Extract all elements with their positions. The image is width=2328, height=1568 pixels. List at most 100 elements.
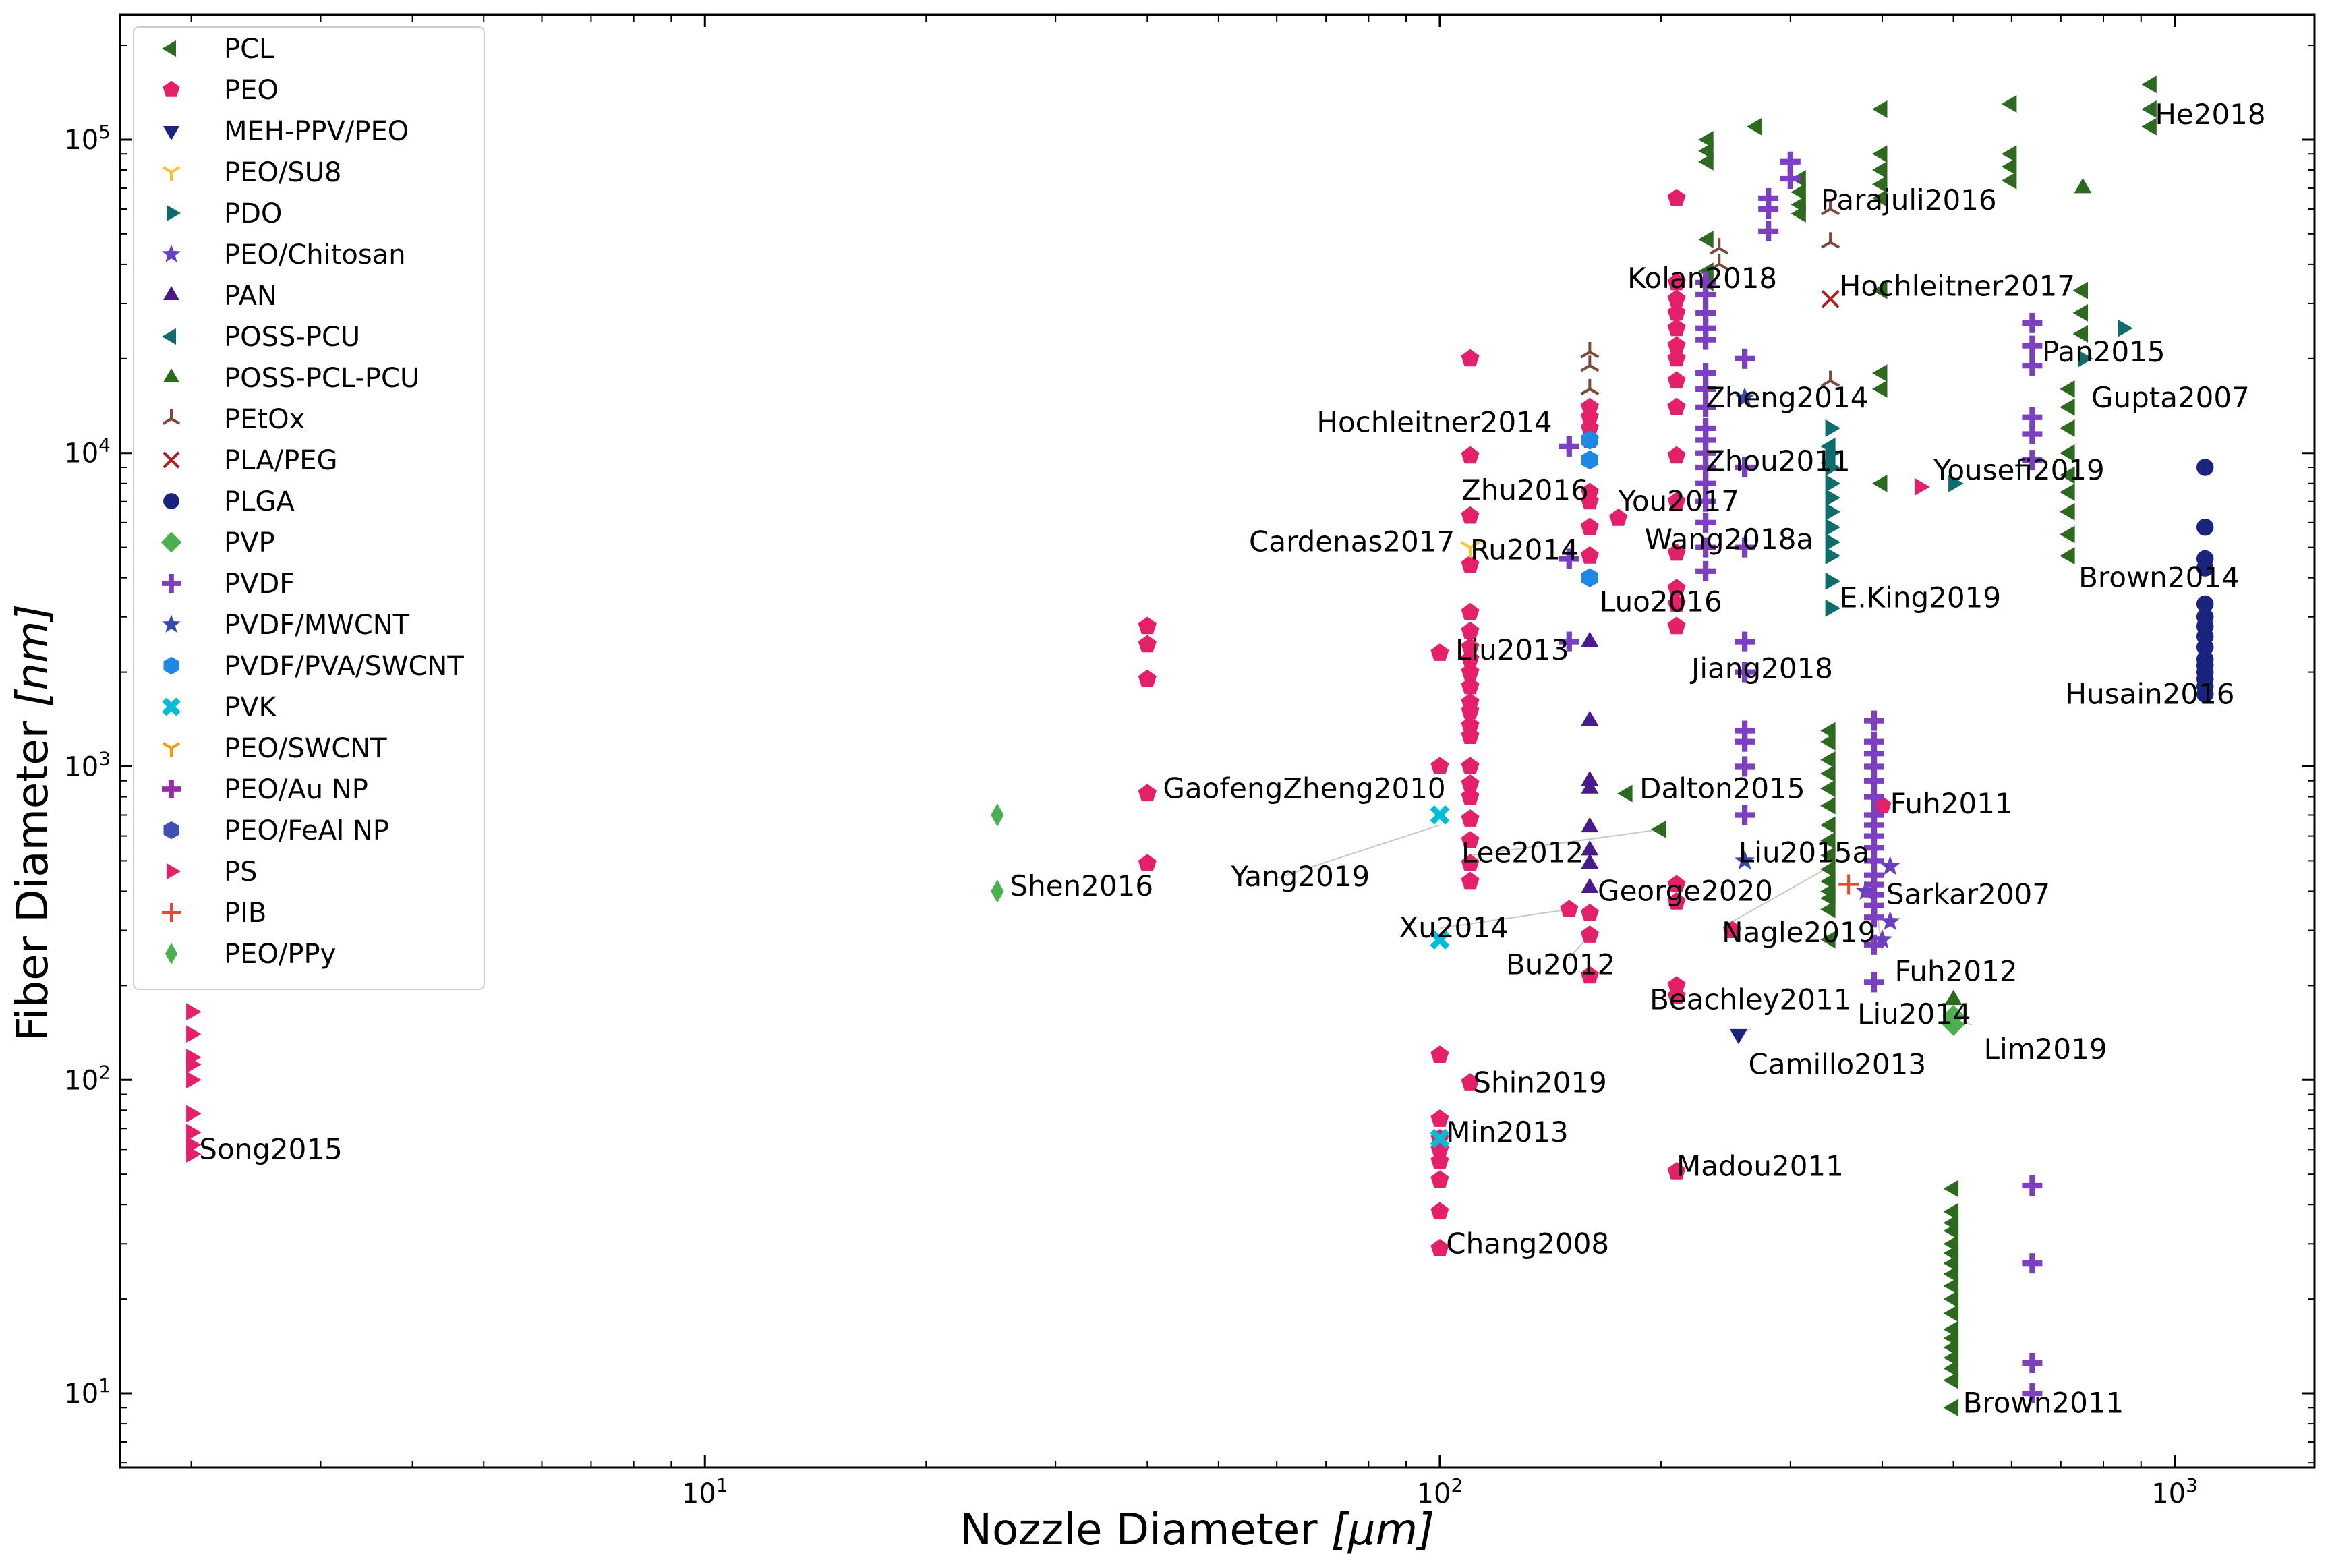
x-axis-label: Nozzle Diameter [μm] (960, 1505, 1434, 1555)
point-annotation: E.King2019 (1840, 581, 2001, 614)
legend-marker (161, 531, 182, 553)
point-annotation: Fuh2011 (1890, 787, 2013, 820)
data-point-pdo (1825, 502, 1841, 521)
data-point-petox (1821, 370, 1840, 387)
data-point-peo (1667, 579, 1686, 596)
data-point-ps (1915, 477, 1930, 496)
point-annotation: Kolan2018 (1627, 262, 1777, 295)
data-point-pcl (1872, 175, 1888, 194)
data-point-ps (186, 1071, 202, 1089)
data-point-pcl (1872, 380, 1888, 398)
x-tick-label: 101 (682, 1474, 728, 1509)
data-point-plga (2196, 639, 2214, 656)
data-point-meh-ppv-peo (1729, 1028, 1747, 1045)
data-point-pdo (2078, 349, 2093, 368)
data-point-poss-pcu (1820, 437, 1836, 455)
point-annotation: Yang2019 (1230, 860, 1370, 893)
data-point-peo (1667, 371, 1686, 389)
legend-label: PEO/Au NP (224, 774, 368, 805)
data-point-peo (1723, 921, 1742, 938)
legend-label: PS (224, 856, 258, 888)
data-point-pvdf (2022, 1353, 2043, 1374)
point-annotation: Dalton2015 (1639, 772, 1805, 805)
data-point-peo (1138, 616, 1157, 635)
point-annotation: Xu2014 (1399, 911, 1508, 944)
data-point-ps (186, 1055, 202, 1074)
point-annotation: Wang2018a (1645, 523, 1813, 556)
legend-label: PVP (224, 527, 275, 558)
data-point-peo (1667, 397, 1686, 415)
y-tick-label: 102 (64, 1061, 111, 1096)
point-annotation: Hochleitner2017 (1840, 270, 2075, 303)
y-tick-label: 101 (64, 1374, 111, 1410)
data-point-pvdf (1863, 731, 1884, 752)
legend-label: PEO/PPy (224, 939, 336, 970)
data-point-pvdf (1695, 442, 1716, 463)
data-point-pan (1581, 853, 1599, 869)
data-point-pcl (1617, 784, 1633, 803)
data-point-pcl (2060, 398, 2075, 416)
point-annotation: George2020 (1598, 874, 1773, 907)
data-point-petox (1710, 238, 1729, 255)
data-point-pvdf (2022, 407, 2043, 428)
data-point-pvdf (1695, 284, 1716, 305)
data-point-pcl (1820, 764, 1836, 782)
legend-label: PEO/SWCNT (224, 733, 387, 764)
data-point-peo (1430, 1109, 1449, 1127)
data-point-peo (1667, 594, 1686, 612)
data-point-peo (1461, 871, 1480, 890)
data-point-pcl (1820, 796, 1836, 815)
data-point-pcl (2060, 525, 2075, 544)
data-point-peo (1461, 831, 1480, 848)
data-point-peo (1138, 669, 1157, 687)
data-point-pdo (1825, 533, 1841, 551)
data-point-pan (1581, 631, 1599, 647)
legend-marker (163, 656, 179, 675)
data-point-peo (1430, 643, 1449, 661)
data-point-pvp (1942, 1013, 1965, 1036)
data-point-peo-chitosan (1880, 910, 1900, 931)
data-point-pan (1581, 778, 1599, 794)
data-point-pcl (1820, 816, 1836, 834)
legend-marker (163, 368, 180, 382)
legend-marker (163, 451, 180, 469)
data-point-pdo (1825, 419, 1841, 437)
plot-frame (119, 13, 2316, 1469)
data-point-peo (1461, 809, 1480, 827)
data-point-peo (1667, 986, 1686, 1004)
data-point-pvdf (1863, 825, 1884, 846)
data-point-pvdf (1695, 537, 1716, 558)
data-point-pcl (1943, 1290, 1959, 1308)
data-point-pdo (1825, 572, 1841, 590)
data-point-plga (2196, 459, 2214, 476)
data-point-petox (1580, 378, 1600, 396)
data-point-pvdf (2022, 1253, 2043, 1274)
legend: PCL PEO MEH-PPV/PEO PEO/SU8 PDO PEO/Chitosan P… (133, 26, 485, 990)
data-point-pcl (1943, 1277, 1959, 1295)
data-point-pcl (1943, 1371, 1959, 1389)
data-point-pvdf (1695, 512, 1716, 533)
legend-label: PDO (224, 198, 282, 229)
data-point-peo (1461, 676, 1480, 695)
data-point-petox (1580, 341, 1600, 359)
data-point-pcl (1943, 1202, 1959, 1221)
data-point-peo (1609, 509, 1628, 526)
point-annotation: Pan2015 (2042, 335, 2165, 368)
data-point-pcl (1820, 732, 1836, 751)
data-point-plga (2196, 518, 2214, 536)
data-point-peo (1873, 796, 1892, 814)
point-annotation: Parajuli2016 (1821, 183, 1997, 216)
data-point-peo (1667, 318, 1686, 337)
data-point-pvdf (1863, 895, 1884, 916)
legend-marker (162, 574, 181, 593)
point-annotation: Brown2014 (2078, 561, 2240, 594)
data-point-pcl (1943, 1222, 1959, 1240)
data-point-pvdf (1695, 397, 1716, 417)
data-point-peo (1430, 757, 1449, 774)
data-point-pvdf (1695, 318, 1716, 339)
data-point-pcl (1820, 751, 1836, 769)
data-point-pcl (1820, 780, 1836, 798)
data-point-pvdf-pva-swcnt (1581, 568, 1598, 587)
legend-marker (162, 409, 181, 425)
data-point-petox (1710, 254, 1729, 271)
